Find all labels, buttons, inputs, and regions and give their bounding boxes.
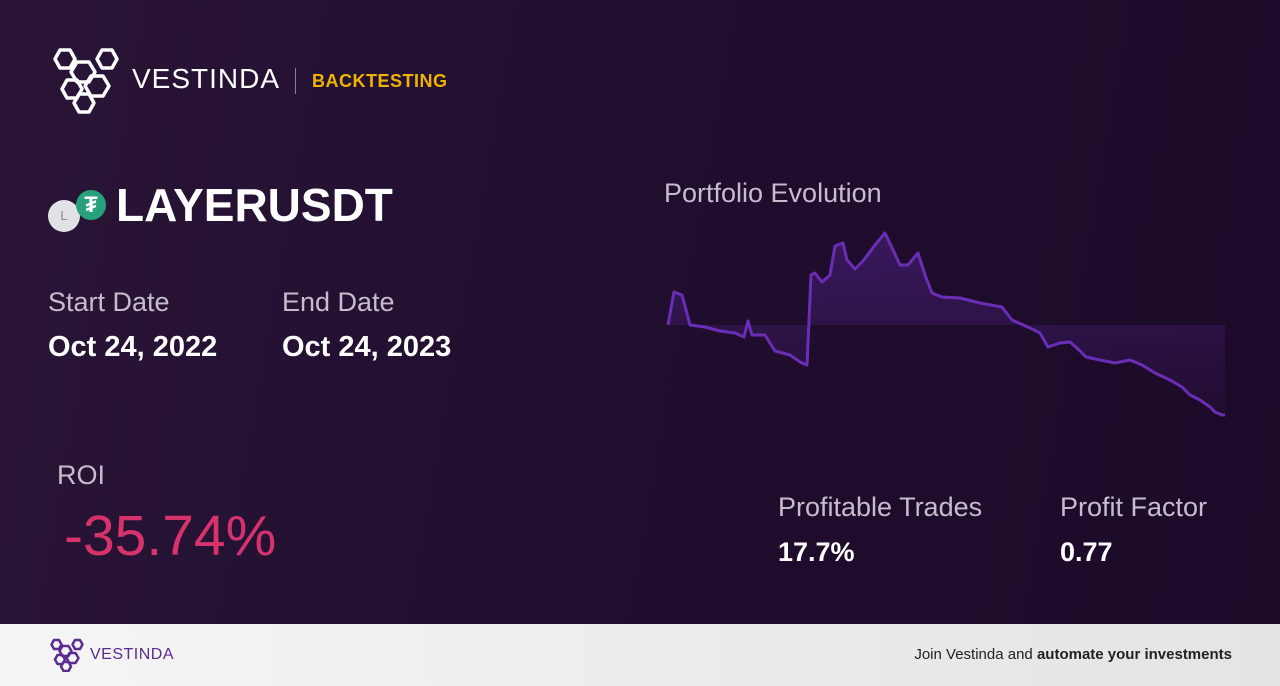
vestinda-footer-logo-icon <box>50 638 84 672</box>
end-date-label: End Date <box>282 287 395 317</box>
profit-factor-value: 0.77 <box>1060 537 1113 567</box>
tether-icon: ₮ <box>76 190 106 220</box>
section-label: BACKTESTING <box>312 71 448 91</box>
cta-prefix: Join Vestinda and <box>914 646 1037 663</box>
start-date-value: Oct 24, 2022 <box>48 331 218 363</box>
profit-factor-label: Profit Factor <box>1060 492 1208 522</box>
cta-bold-text: automate your investments <box>1036 646 1232 663</box>
profitable-trades-label: Profitable Trades <box>778 492 983 522</box>
chart-title: Portfolio Evolution <box>664 178 882 208</box>
footer-bar: VESTINDA Join Vestinda and automate your… <box>0 624 1280 686</box>
footer-cta-link[interactable]: Join Vestinda and automate your investme… <box>914 646 1232 663</box>
portfolio-chart <box>666 231 1225 417</box>
portfolio-line <box>666 231 1225 417</box>
footer-brand: VESTINDA <box>90 646 175 663</box>
profitable-trades-value: 17.7% <box>778 537 855 567</box>
trading-pair: LAYERUSDT <box>116 179 393 231</box>
end-date-value: Oct 24, 2023 <box>282 331 452 363</box>
brand-name: VESTINDA <box>132 63 281 94</box>
roi-label: ROI <box>57 460 106 490</box>
base-coin-icon: L <box>48 200 80 232</box>
start-date-label: Start Date <box>48 287 170 317</box>
vestinda-logo-icon <box>53 48 119 114</box>
roi-value: -35.74% <box>64 504 277 568</box>
backtest-card: VESTINDA BACKTESTING L ₮ LAYERUSDT Start… <box>0 0 1280 624</box>
header-divider <box>295 68 296 94</box>
portfolio-area <box>668 233 1225 415</box>
